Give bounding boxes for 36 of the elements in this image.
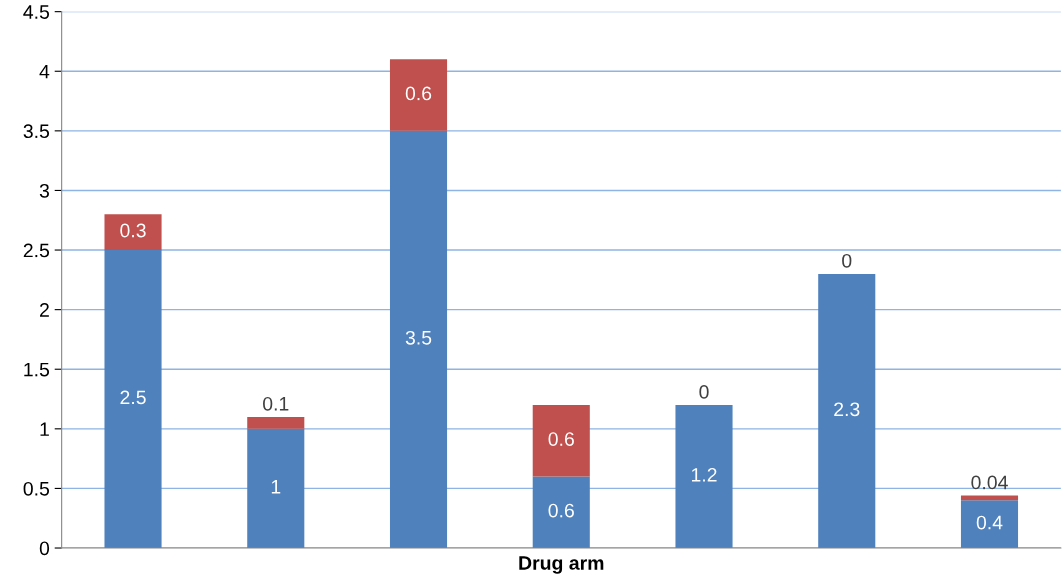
- data-label: 0.1: [263, 396, 289, 411]
- y-tick-label: 3.5: [23, 124, 50, 139]
- data-label: 2.3: [834, 402, 860, 417]
- data-label: 2.5: [120, 390, 146, 405]
- bar: [104, 250, 162, 549]
- bar: [389, 130, 448, 549]
- data-label: 0: [699, 384, 709, 399]
- bar: [247, 428, 305, 549]
- y-tick-label: 0.5: [23, 481, 50, 496]
- bar: [675, 404, 733, 549]
- y-tick-label: 1: [40, 422, 49, 436]
- y-tick-label: 4.5: [23, 5, 50, 19]
- bar: [247, 416, 305, 429]
- x-axis-title: Drug arm: [519, 556, 604, 574]
- data-label: 0.6: [405, 86, 432, 101]
- y-tick-label: 1.5: [24, 362, 50, 377]
- data-label: 1: [271, 480, 281, 494]
- y-tick-label: 4: [39, 64, 50, 79]
- bar: [389, 59, 448, 131]
- data-label: 3.5: [405, 330, 432, 345]
- data-label: 1.2: [691, 467, 717, 482]
- y-tick-label: 3: [39, 183, 49, 198]
- data-label: 0.04: [971, 475, 1008, 490]
- y-tick-label: 0: [39, 541, 50, 556]
- bar: [532, 476, 590, 549]
- bar: [960, 500, 1019, 549]
- data-label: 0.3: [120, 223, 146, 238]
- data-label: 0.6: [548, 432, 574, 446]
- y-tick-label: 2: [40, 303, 49, 317]
- bar: [818, 273, 876, 549]
- data-label: 0.4: [976, 515, 1003, 530]
- data-label: 0.6: [548, 503, 574, 518]
- bar: [104, 214, 162, 251]
- bar: [532, 404, 590, 477]
- data-label: 0: [842, 253, 852, 268]
- y-tick-label: 2.5: [23, 243, 50, 258]
